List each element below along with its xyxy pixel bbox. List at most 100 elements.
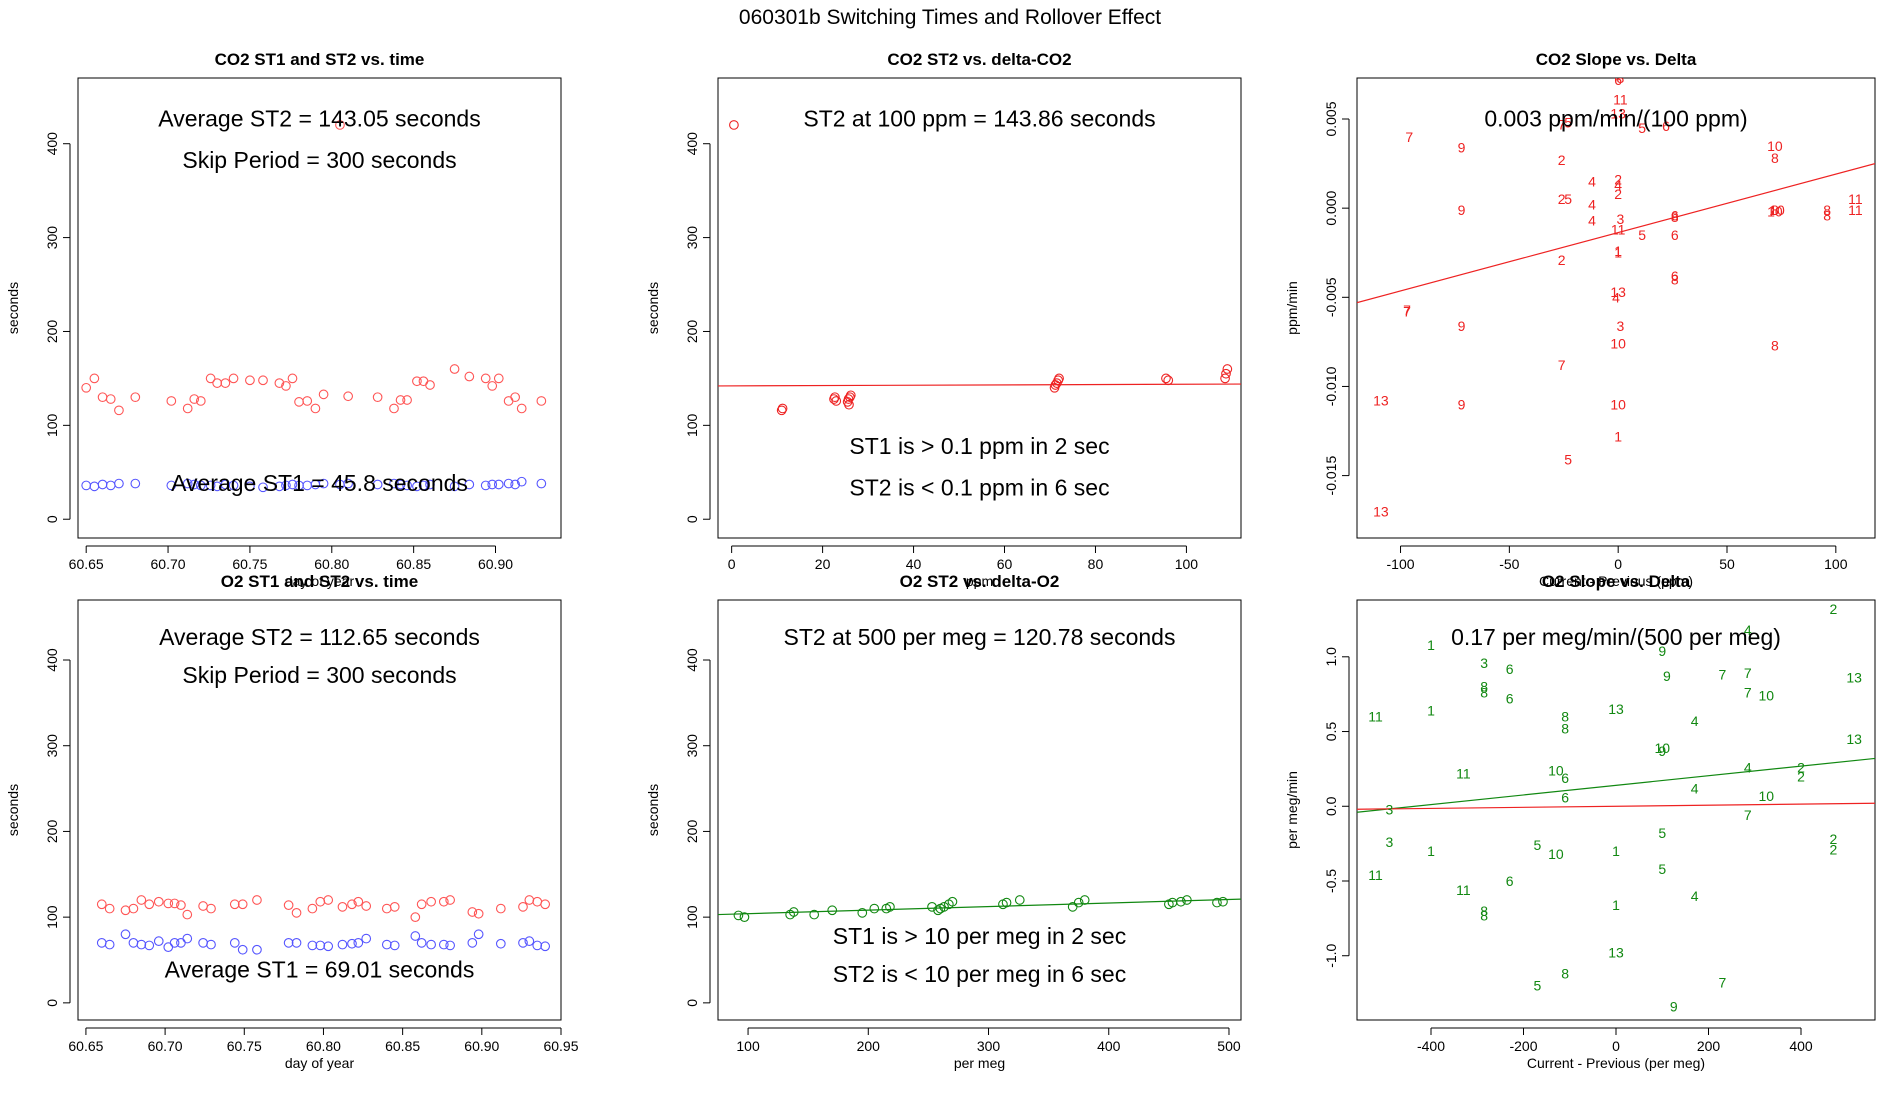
chart-title: O2 Slope vs. Delta bbox=[1542, 572, 1691, 591]
fit-line bbox=[718, 383, 1241, 387]
point-label: 6 bbox=[1506, 873, 1514, 889]
data-point bbox=[212, 378, 223, 388]
plot-frame bbox=[1356, 599, 1876, 1021]
annotation-text: Average ST1 = 69.01 seconds bbox=[165, 957, 475, 983]
point-label: 7 bbox=[1744, 807, 1752, 823]
x-tick-label: 100 bbox=[1824, 556, 1848, 572]
point-label: 4 bbox=[1744, 622, 1752, 638]
x-tick-label: 0 bbox=[728, 556, 736, 572]
point-label: 5 bbox=[1564, 115, 1572, 131]
y-tick-label: 300 bbox=[44, 226, 60, 250]
data-point bbox=[176, 900, 186, 910]
data-point bbox=[315, 940, 326, 951]
point-label: 7 bbox=[1405, 129, 1413, 145]
x-tick-label: 60.65 bbox=[69, 556, 104, 572]
plot-area: 7997799131375225275444681113242311111343… bbox=[1357, 78, 1875, 519]
x-tick-label: 60.95 bbox=[543, 1038, 578, 1054]
data-point bbox=[869, 903, 880, 914]
point-label: 10 bbox=[1767, 138, 1783, 154]
data-point bbox=[283, 900, 294, 910]
data-point bbox=[729, 120, 739, 130]
point-label: 7 bbox=[1558, 357, 1566, 373]
data-point bbox=[536, 478, 547, 489]
data-point bbox=[495, 903, 506, 914]
data-point bbox=[287, 479, 298, 490]
data-point bbox=[89, 373, 100, 384]
data-point bbox=[1053, 375, 1064, 386]
x-tick-label: 400 bbox=[1789, 1038, 1813, 1054]
point-label: 6 bbox=[1561, 789, 1569, 805]
data-point bbox=[809, 909, 820, 920]
data-point bbox=[153, 896, 164, 907]
point-label: 1 bbox=[1612, 843, 1620, 859]
point-label: 6 bbox=[1671, 207, 1679, 223]
data-point bbox=[739, 912, 750, 922]
point-label: 9 bbox=[1658, 743, 1666, 759]
data-point bbox=[845, 392, 855, 403]
data-point bbox=[130, 392, 141, 403]
data-point bbox=[467, 907, 478, 917]
point-label: 9 bbox=[1458, 318, 1466, 334]
fit-line bbox=[1357, 163, 1875, 304]
point-label: 2 bbox=[1829, 842, 1837, 858]
data-point bbox=[182, 909, 193, 920]
data-point bbox=[510, 479, 521, 490]
data-point bbox=[283, 938, 294, 948]
x-axis-label: day of year bbox=[285, 1055, 355, 1071]
chart-title: O2 ST1 and ST2 vs. time bbox=[221, 572, 418, 591]
point-label: 1 bbox=[1612, 897, 1620, 913]
point-label: 7 bbox=[1403, 304, 1411, 320]
data-point bbox=[237, 899, 248, 910]
x-tick-label: 200 bbox=[1697, 1038, 1721, 1054]
data-point bbox=[120, 905, 131, 916]
y-tick-label: 300 bbox=[684, 226, 700, 250]
data-point bbox=[1073, 897, 1084, 908]
point-label: 6 bbox=[1561, 770, 1569, 786]
data-point bbox=[449, 481, 460, 492]
x-tick-label: -100 bbox=[1387, 556, 1415, 572]
point-label: 7 bbox=[1744, 665, 1752, 681]
data-point bbox=[1222, 364, 1233, 374]
point-label: 11 bbox=[1848, 202, 1863, 218]
point-label: 11 bbox=[1368, 867, 1383, 883]
point-label: 13 bbox=[1373, 393, 1389, 409]
data-point bbox=[182, 403, 193, 414]
point-label: 2 bbox=[1614, 172, 1622, 188]
point-label: 5 bbox=[1638, 120, 1646, 136]
y-tick-label: -0.015 bbox=[1323, 456, 1339, 496]
data-point bbox=[464, 371, 475, 382]
x-tick-label: 60.70 bbox=[151, 556, 186, 572]
data-point bbox=[788, 907, 799, 917]
data-point bbox=[245, 375, 255, 386]
y-axis-label: seconds bbox=[645, 784, 661, 836]
data-point bbox=[777, 403, 788, 414]
point-label: 8 bbox=[1561, 966, 1569, 982]
data-point bbox=[130, 478, 141, 489]
x-tick-label: 200 bbox=[857, 1038, 881, 1054]
chart-title: CO2 Slope vs. Delta bbox=[1536, 50, 1697, 69]
data-point bbox=[425, 479, 435, 490]
point-label: 13 bbox=[1608, 945, 1624, 961]
annotation-text: ST2 is < 10 per meg in 6 sec bbox=[833, 961, 1126, 987]
y-axis-label: seconds bbox=[645, 282, 661, 334]
point-label: 8 bbox=[1480, 903, 1488, 919]
point-label: 4 bbox=[1691, 888, 1699, 904]
fit-line bbox=[1357, 802, 1875, 810]
annotation-text: ST1 is > 10 per meg in 2 sec bbox=[833, 923, 1126, 949]
data-point bbox=[274, 378, 285, 388]
point-label: 2 bbox=[1797, 768, 1805, 784]
data-point bbox=[487, 381, 498, 391]
annotation-text: ST2 at 100 ppm = 143.86 seconds bbox=[803, 105, 1155, 131]
data-point bbox=[182, 933, 193, 944]
point-label: 10 bbox=[1759, 688, 1775, 704]
x-tick-label: 20 bbox=[815, 556, 831, 572]
x-tick-label: 0 bbox=[1612, 1038, 1620, 1054]
data-point bbox=[536, 396, 547, 406]
point-label: 3 bbox=[1616, 211, 1624, 227]
data-point bbox=[381, 903, 392, 914]
y-tick-label: 0.000 bbox=[1323, 190, 1339, 225]
x-axis-label: Current - Previous (ppm) bbox=[1539, 573, 1693, 589]
panel-co2-delta: CO2 ST2 vs. delta-CO2 0 20 40 60 80 100 ppm 0 100… bbox=[645, 50, 1242, 589]
data-point bbox=[518, 938, 528, 948]
annotation-text: ST2 at 500 per meg = 120.78 seconds bbox=[784, 624, 1176, 650]
